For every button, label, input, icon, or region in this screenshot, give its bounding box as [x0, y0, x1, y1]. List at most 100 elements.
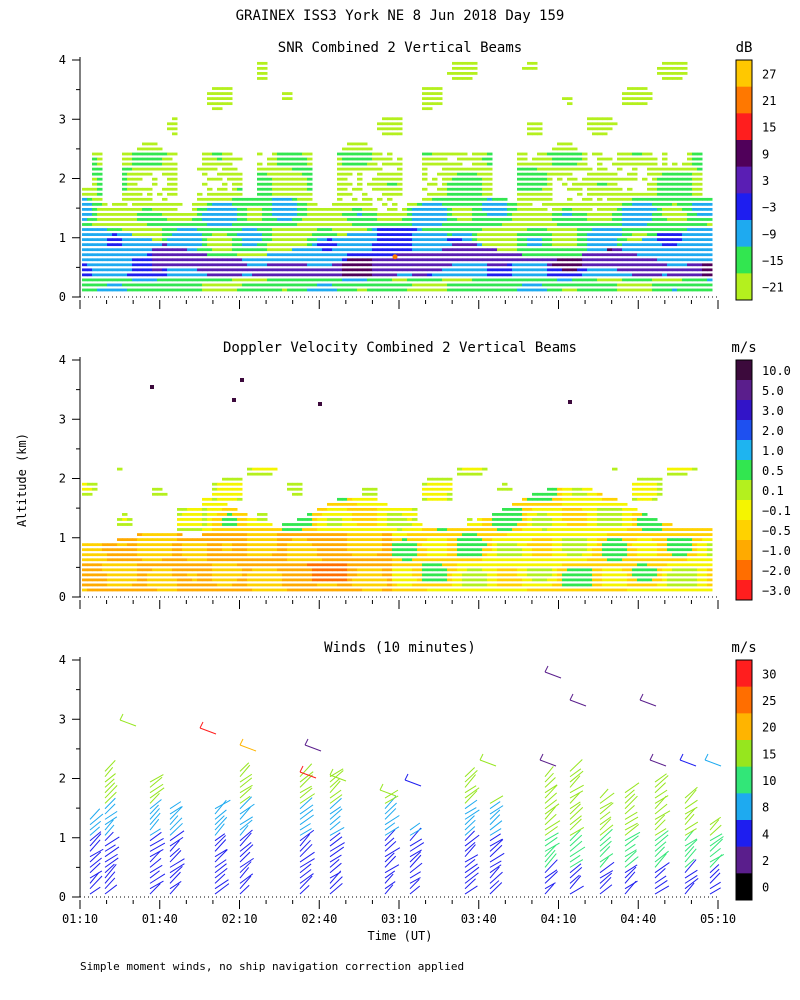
snr-cell	[677, 167, 683, 171]
doppler-cell	[362, 568, 368, 572]
snr-cell	[567, 187, 573, 191]
snr-cell	[342, 278, 348, 282]
doppler-cell	[377, 583, 383, 587]
doppler-cell	[517, 507, 523, 511]
snr-cell	[617, 248, 623, 252]
doppler-cell	[567, 578, 573, 582]
snr-cell	[602, 127, 608, 131]
doppler-cell	[97, 573, 103, 577]
snr-cell	[422, 87, 428, 90]
snr-cell	[197, 268, 203, 272]
doppler-cell	[402, 523, 408, 526]
snr-cell	[547, 263, 553, 267]
doppler-cell	[472, 548, 478, 552]
snr-cell	[517, 172, 523, 176]
snr-cell	[177, 248, 183, 252]
snr-cell	[572, 202, 578, 206]
snr-cell	[597, 187, 603, 191]
snr-cell	[492, 228, 498, 231]
snr-cell	[277, 207, 283, 211]
snr-cell	[357, 218, 363, 221]
snr-cell	[82, 258, 88, 262]
snr-cell	[302, 182, 308, 186]
doppler-cell	[142, 553, 148, 557]
snr-cell	[262, 172, 268, 176]
doppler-cell	[147, 563, 153, 567]
doppler-cell	[567, 492, 573, 496]
doppler-cell	[552, 507, 558, 511]
snr-cell	[382, 248, 388, 252]
doppler-cell	[352, 548, 358, 552]
snr-cell	[97, 268, 103, 272]
doppler-cell	[107, 563, 113, 567]
doppler-cell	[212, 543, 218, 547]
doppler-cell	[227, 487, 233, 491]
doppler-cell	[202, 507, 208, 511]
snr-cell	[462, 172, 468, 176]
doppler-cell	[232, 523, 238, 526]
snr-cell	[397, 223, 403, 226]
snr-cell	[282, 182, 288, 186]
doppler-cell	[572, 563, 578, 567]
doppler-cell	[262, 533, 268, 536]
snr-cell	[307, 167, 313, 171]
snr-cell	[437, 172, 443, 176]
doppler-cell	[362, 573, 368, 577]
snr-cell	[307, 278, 313, 282]
snr-cell	[347, 288, 353, 292]
doppler-cell	[372, 497, 378, 501]
snr-cell	[197, 273, 203, 277]
snr-cell	[462, 283, 468, 287]
doppler-cell	[177, 528, 183, 531]
doppler-cell	[307, 543, 313, 547]
snr-cell	[672, 248, 678, 252]
snr-cell	[347, 218, 353, 221]
snr-cell	[267, 253, 273, 257]
doppler-cell	[407, 563, 413, 567]
doppler-cell	[502, 513, 508, 516]
doppler-cell	[442, 477, 448, 481]
snr-cell	[232, 283, 238, 287]
snr-cell	[667, 172, 673, 176]
snr-cell	[272, 253, 278, 257]
doppler-cell	[202, 548, 208, 552]
snr-cell	[567, 218, 573, 221]
snr-cell	[567, 97, 573, 100]
snr-cell	[262, 228, 268, 231]
snr-cell	[687, 157, 693, 161]
snr-cell	[552, 202, 558, 206]
snr-cell	[342, 233, 348, 236]
snr-cell	[382, 192, 388, 196]
snr-cell	[542, 218, 548, 221]
doppler-cell	[232, 553, 238, 557]
snr-cell	[657, 248, 663, 252]
doppler-cell	[422, 568, 428, 572]
snr-cell	[237, 197, 243, 201]
snr-cell	[307, 152, 313, 156]
doppler-cell	[112, 583, 118, 587]
snr-cell	[127, 243, 133, 247]
snr-cell	[527, 233, 533, 236]
snr-cell	[652, 283, 658, 287]
snr-cell	[537, 268, 543, 272]
doppler-cell	[472, 588, 478, 592]
snr-cell	[552, 172, 558, 176]
snr-cell	[207, 157, 213, 161]
snr-cell	[432, 238, 438, 242]
snr-cell	[357, 278, 363, 282]
snr-cell	[502, 228, 508, 231]
snr-cell	[407, 243, 413, 247]
snr-cell	[192, 202, 198, 206]
snr-cell	[172, 192, 178, 196]
snr-cell	[262, 187, 268, 191]
snr-cell	[97, 167, 103, 171]
doppler-cell	[287, 573, 293, 577]
snr-cell	[227, 213, 233, 216]
doppler-cell	[227, 573, 233, 577]
snr-cell	[707, 268, 713, 272]
doppler-cell	[507, 573, 513, 577]
snr-cell	[302, 187, 308, 191]
snr-cell	[682, 172, 688, 176]
doppler-cell	[127, 568, 133, 572]
doppler-cell	[252, 578, 258, 582]
